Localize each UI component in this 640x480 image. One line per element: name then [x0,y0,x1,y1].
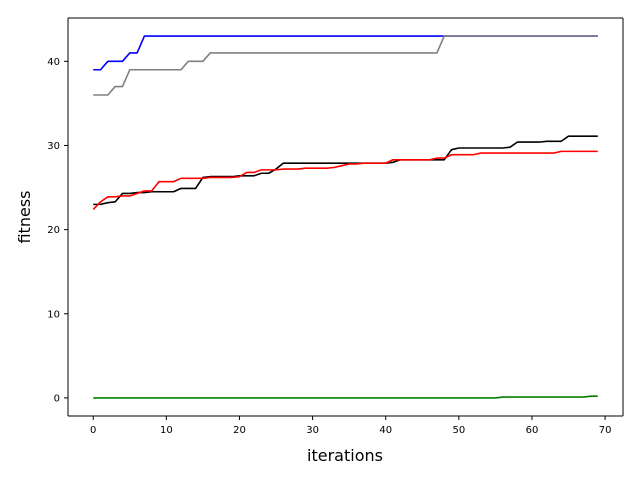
x-axis-label: iterations [307,446,383,465]
x-tick-label: 0 [90,425,96,436]
plot-area [68,18,623,416]
axes-layer [67,17,624,417]
series-line-2 [93,135,598,206]
x-tick-label: 20 [233,425,246,436]
y-tick-label: 0 [54,393,60,404]
ticks-layer: 0 10 20 30 40 50 60 70 0 10 20 30 40 [47,57,611,436]
y-tick-label: 40 [47,57,60,68]
x-tick-label: 10 [160,425,173,436]
x-tick-label: 70 [599,425,612,436]
y-axis-label: fitness [15,190,34,243]
y-tick-label: 30 [47,141,60,152]
x-tick-label: 30 [306,425,319,436]
y-tick-label: 20 [47,225,60,236]
series-layer [92,35,598,399]
x-tick-label: 50 [452,425,465,436]
series-line-3 [92,150,598,210]
series-line-4 [93,395,598,399]
x-tick-label: 40 [379,425,392,436]
y-tick-label: 10 [47,309,60,320]
x-tick-label: 60 [526,425,539,436]
series-line-1 [93,35,598,96]
